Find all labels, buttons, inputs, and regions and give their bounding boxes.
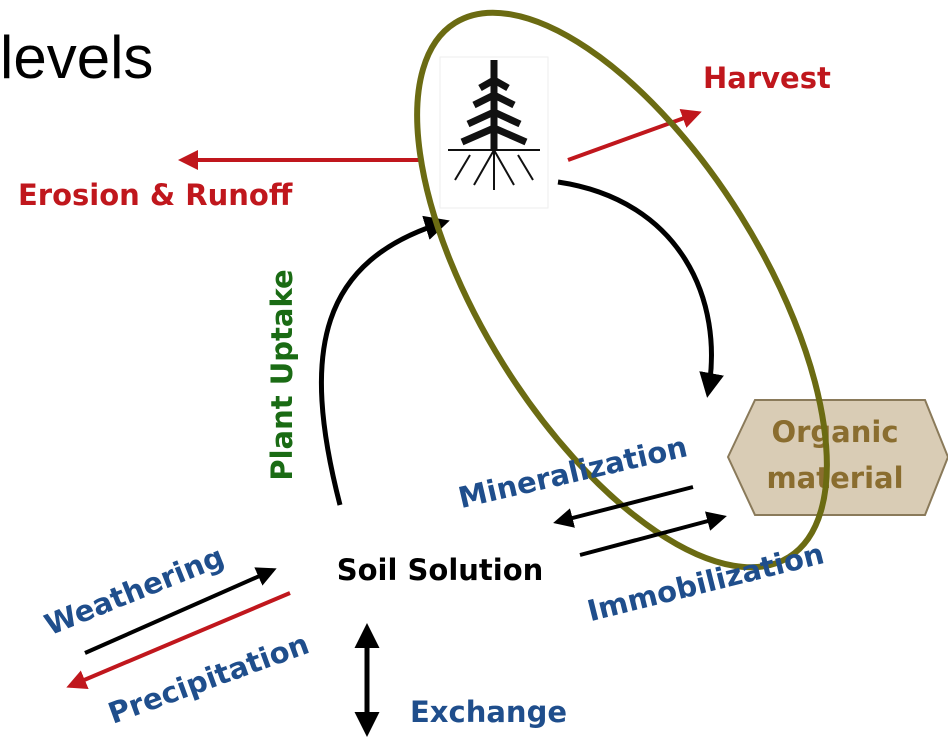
harvest-label: Harvest	[703, 61, 831, 95]
organic-label: Organic	[771, 415, 898, 449]
erosion-label: Erosion & Runoff	[18, 178, 293, 212]
immobilization-arrow	[580, 517, 723, 555]
diagram: levels Harvest Erosion & Runoff Plant Up…	[0, 0, 948, 739]
mineralization-label: Mineralization	[455, 429, 690, 515]
harvest-arrow	[568, 113, 698, 160]
soil-label: Soil Solution	[337, 553, 544, 587]
plant-image	[440, 57, 548, 208]
exchange-label: Exchange	[410, 695, 567, 729]
weathering-label: Weathering	[40, 539, 229, 642]
uptake-label: Plant Uptake	[265, 269, 299, 480]
precipitation-label: Precipitation	[104, 627, 314, 731]
litter-arrow	[558, 182, 711, 393]
immobilization-label: Immobilization	[584, 536, 828, 628]
uptake-arrow	[321, 222, 445, 505]
organic-label: material	[766, 461, 903, 495]
slide-title: levels	[0, 24, 153, 91]
mineralization-arrow	[557, 487, 693, 522]
